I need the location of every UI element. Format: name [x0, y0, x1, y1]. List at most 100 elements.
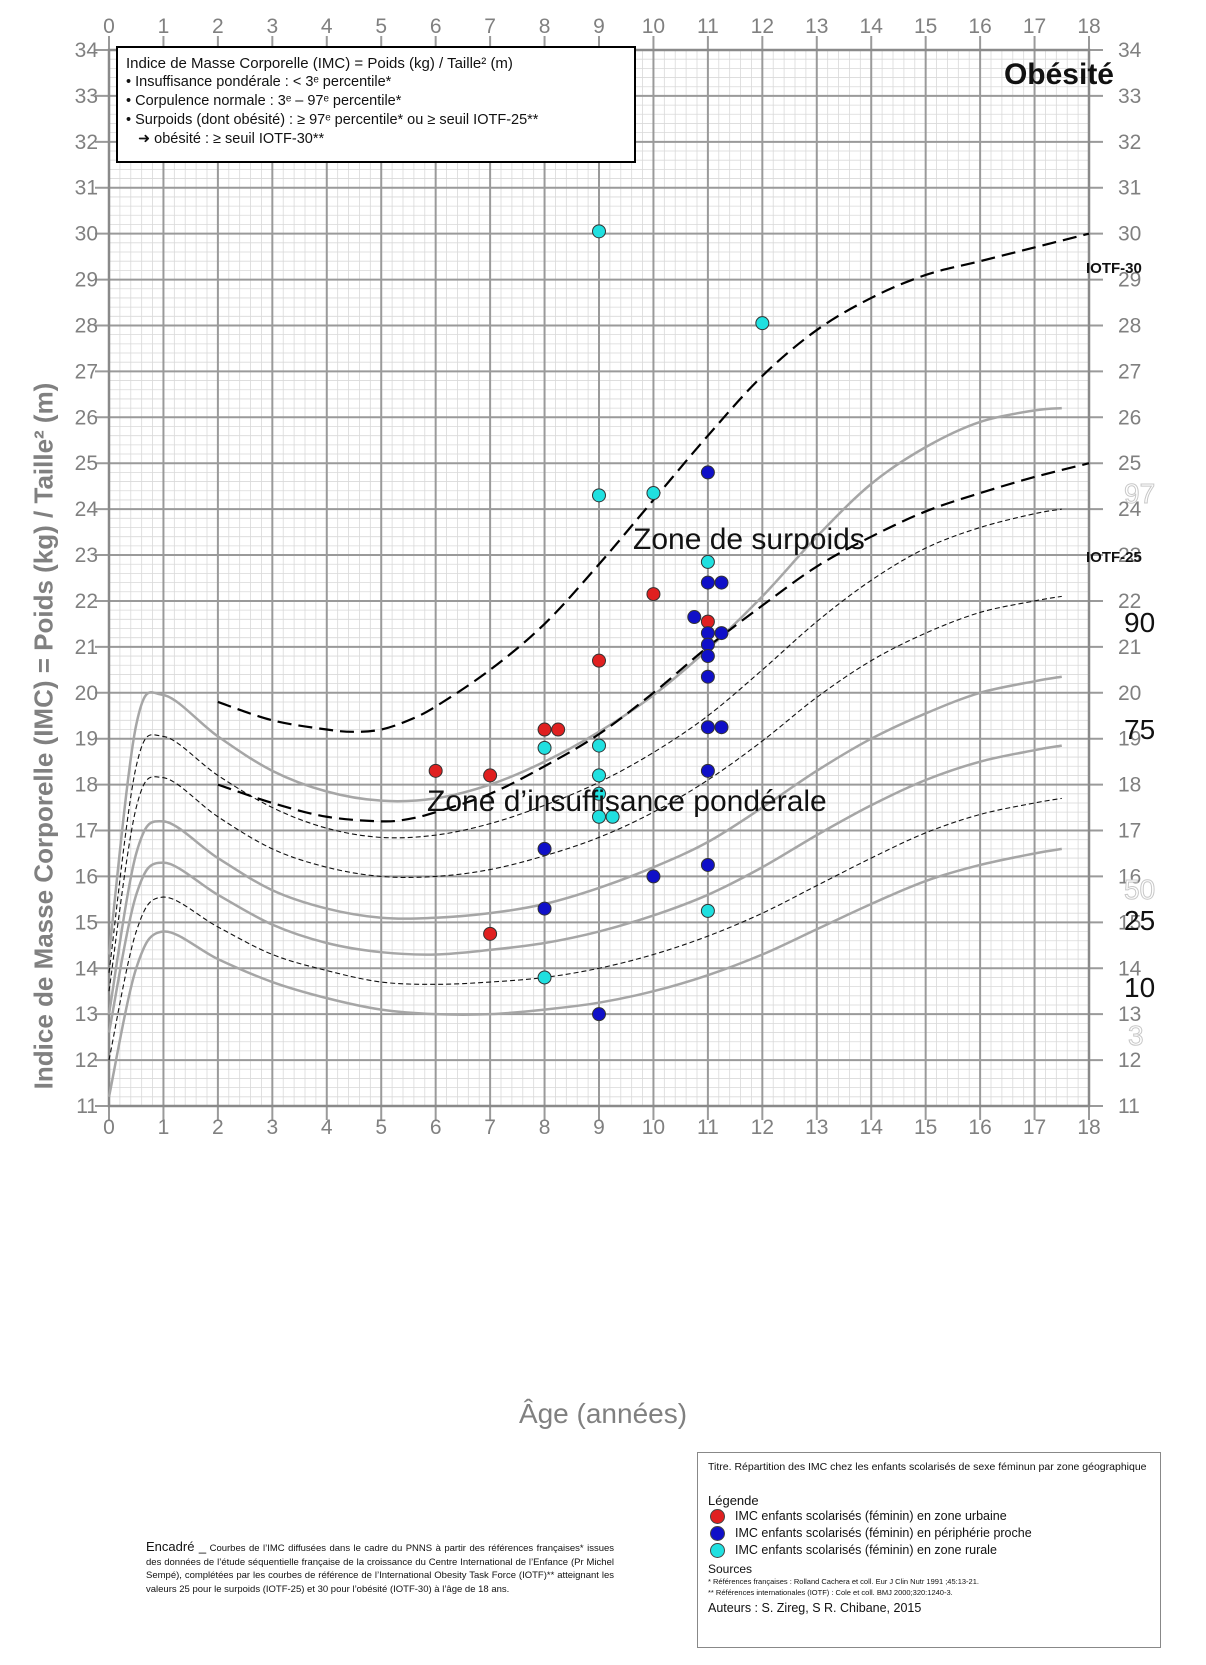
x-tick-label-bottom: 2: [212, 1116, 224, 1139]
y-axis-label: Indice de Masse Corporelle (IMC) = Poids…: [28, 382, 59, 1090]
x-tick-label-top: 10: [642, 15, 665, 38]
y-tick-label-left: 24: [75, 498, 99, 521]
legend-box: Titre. Répartition des IMC chez les enfa…: [697, 1452, 1161, 1648]
definition-title: Indice de Masse Corporelle (IMC) = Poids…: [126, 55, 513, 72]
x-tick-label-bottom: 0: [103, 1116, 115, 1139]
curve-iotf-25: [217, 462, 1090, 823]
zone-overweight-label: Zone de surpoids: [633, 523, 865, 556]
point-rural: [537, 740, 552, 755]
x-tick-label-bottom: 8: [539, 1116, 551, 1139]
y-tick-label-right: 15: [1118, 911, 1141, 934]
x-tick-label-top: 11: [697, 15, 719, 38]
y-tick-label-right: 27: [1118, 360, 1141, 383]
x-tick-label-bottom: 4: [321, 1116, 333, 1139]
point-periph: [700, 649, 715, 664]
curve-label-10: 10: [1124, 972, 1156, 1003]
curve-10: [108, 797, 1062, 1061]
encadre-heading: Encadré _: [146, 1539, 207, 1554]
y-tick-label-left: 28: [75, 314, 98, 337]
y-tick-label-right: 17: [1118, 820, 1141, 843]
legend-swatch-periph: [710, 1526, 725, 1541]
curve-3: [107, 847, 1062, 1098]
point-rural: [592, 809, 606, 824]
y-tick-label-right: 18: [1118, 774, 1141, 797]
x-tick-label-bottom: 18: [1077, 1116, 1100, 1139]
point-periph: [700, 465, 715, 480]
curve-75: [108, 595, 1062, 992]
y-tick-label-right: 14: [1118, 957, 1142, 980]
legend-figure-title: Titre. Répartition des IMC chez les enfa…: [708, 1461, 1147, 1473]
x-tick-label-top: 5: [375, 15, 387, 38]
y-tick-label-right: 21: [1118, 636, 1141, 659]
y-tick-label-left: 12: [75, 1049, 98, 1072]
y-tick-label-right: 22: [1118, 590, 1141, 613]
x-tick-label-top: 17: [1023, 15, 1046, 38]
point-periph: [537, 841, 552, 856]
point-periph: [537, 901, 552, 916]
x-tick-label-bottom: 10: [642, 1116, 665, 1139]
point-rural: [700, 903, 715, 918]
x-tick-label-top: 13: [805, 15, 828, 38]
y-tick-label-left: 20: [75, 682, 98, 705]
y-tick-label-right: 32: [1118, 131, 1141, 154]
x-tick-label-bottom: 7: [484, 1116, 496, 1139]
definition-overweight: • Surpoids (dont obésité) : ≥ 97ᵉ percen…: [126, 112, 539, 128]
x-tick-label-bottom: 14: [860, 1116, 884, 1139]
definition-underweight: • Insuffisance pondérale : < 3ᵉ percenti…: [126, 74, 392, 90]
curve-label-25: 25: [1124, 905, 1156, 936]
legend-label-rural: IMC enfants scolarisés (féminin) en zone…: [735, 1543, 997, 1557]
legend-item-urbain: IMC enfants scolarisés (féminin) en zone…: [708, 1508, 1150, 1525]
y-tick-label-right: 29: [1118, 269, 1141, 292]
legend-label-urbain: IMC enfants scolarisés (féminin) en zone…: [735, 1509, 1007, 1523]
x-tick-label-top: 15: [914, 15, 937, 38]
point-periph: [687, 610, 702, 625]
definition-box: Indice de Masse Corporelle (IMC) = Poids…: [116, 46, 636, 163]
x-tick-label-top: 4: [321, 15, 333, 38]
curve-label-iotf25: IOTF-25: [1086, 549, 1142, 566]
point-urbain: [646, 587, 661, 602]
y-tick-label-right: 19: [1118, 728, 1141, 751]
legend-authors: Auteurs : S. Zireg, S R. Chibane, 2015: [708, 1601, 922, 1615]
curve-label-75: 75: [1124, 714, 1156, 745]
curve-label-90: 90: [1124, 607, 1156, 638]
curve-label-iotf30: IOTF-30: [1086, 260, 1142, 277]
x-tick-label-bottom: 15: [914, 1116, 937, 1139]
legend-swatch-rural: [710, 1543, 725, 1558]
major-grid: [95, 36, 1103, 1120]
definition-obesity: ➜ obésité : ≥ seuil IOTF-30**: [138, 131, 325, 147]
point-periph: [592, 1007, 606, 1022]
y-tick-label-right: 31: [1118, 177, 1141, 200]
point-urbain: [592, 653, 606, 668]
y-tick-label-left: 17: [75, 820, 98, 843]
x-tick-label-bottom: 11: [697, 1116, 719, 1139]
x-tick-label-bottom: 6: [430, 1116, 442, 1139]
y-tick-label-left: 25: [75, 452, 98, 475]
point-rural: [646, 486, 661, 501]
legend-ref-iotf: ** Références internationales (IOTF) : C…: [708, 1588, 953, 1597]
legend-ref-french: * Références françaises : Rolland Cacher…: [708, 1577, 979, 1586]
curve-50: [107, 675, 1062, 1015]
y-tick-label-left: 15: [75, 911, 98, 934]
point-rural: [700, 554, 715, 569]
point-periph: [700, 669, 715, 684]
curve-25: [107, 744, 1062, 1033]
point-urbain: [428, 763, 443, 778]
legend-item-periph: IMC enfants scolarisés (féminin) en péri…: [708, 1525, 1150, 1542]
curve-label-97: 97: [1123, 478, 1156, 510]
legend-sources-heading: Sources: [708, 1562, 753, 1576]
y-tick-label-left: 31: [75, 177, 98, 200]
curve-90: [108, 508, 1062, 973]
curve-iotf-30: [217, 232, 1090, 733]
point-urbain: [537, 722, 552, 737]
y-tick-label-right: 30: [1118, 223, 1141, 246]
x-tick-label-top: 18: [1077, 15, 1100, 38]
point-periph: [700, 720, 715, 735]
y-tick-label-left: 19: [75, 728, 98, 751]
y-tick-label-left: 11: [76, 1095, 98, 1118]
x-tick-label-top: 7: [484, 15, 496, 38]
point-periph: [714, 575, 729, 590]
point-rural: [592, 488, 606, 503]
y-tick-label-right: 12: [1118, 1049, 1141, 1072]
x-tick-label-bottom: 3: [266, 1116, 278, 1139]
